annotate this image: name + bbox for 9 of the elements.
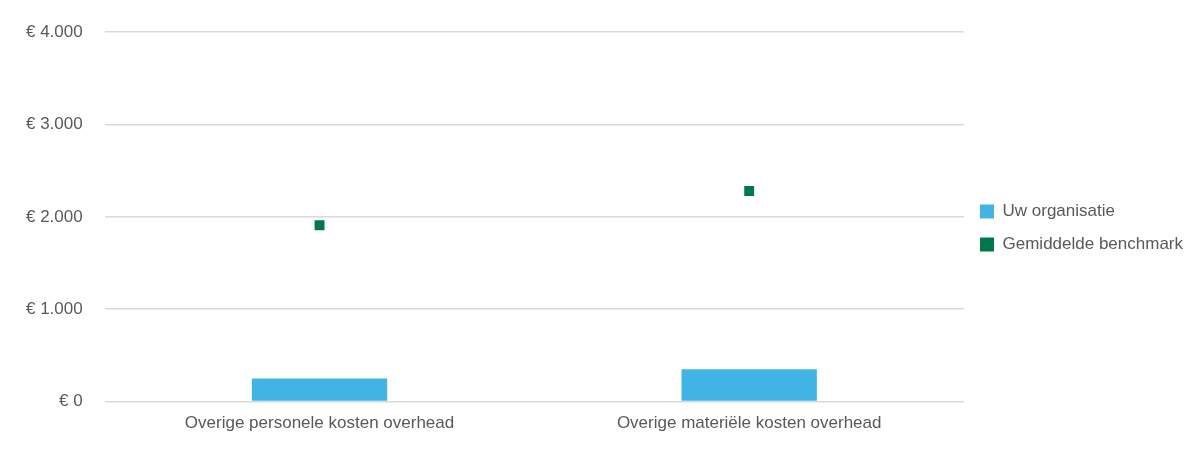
y-tick-label: € 1.000 [25, 298, 83, 318]
y-tick-label: € 3.000 [25, 114, 83, 134]
legend-label: Gemiddelde benchmark [1002, 234, 1184, 254]
x-tick-label: Overige materiële kosten overhead [616, 413, 882, 433]
x-tick-label: Overige personele kosten overhead [184, 413, 455, 433]
legend-label: Uw organisatie [1002, 201, 1115, 221]
y-tick-label: € 4.000 [25, 21, 83, 41]
y-tick-label: € 0 [59, 391, 83, 411]
y-tick-label: € 2.000 [25, 206, 83, 226]
